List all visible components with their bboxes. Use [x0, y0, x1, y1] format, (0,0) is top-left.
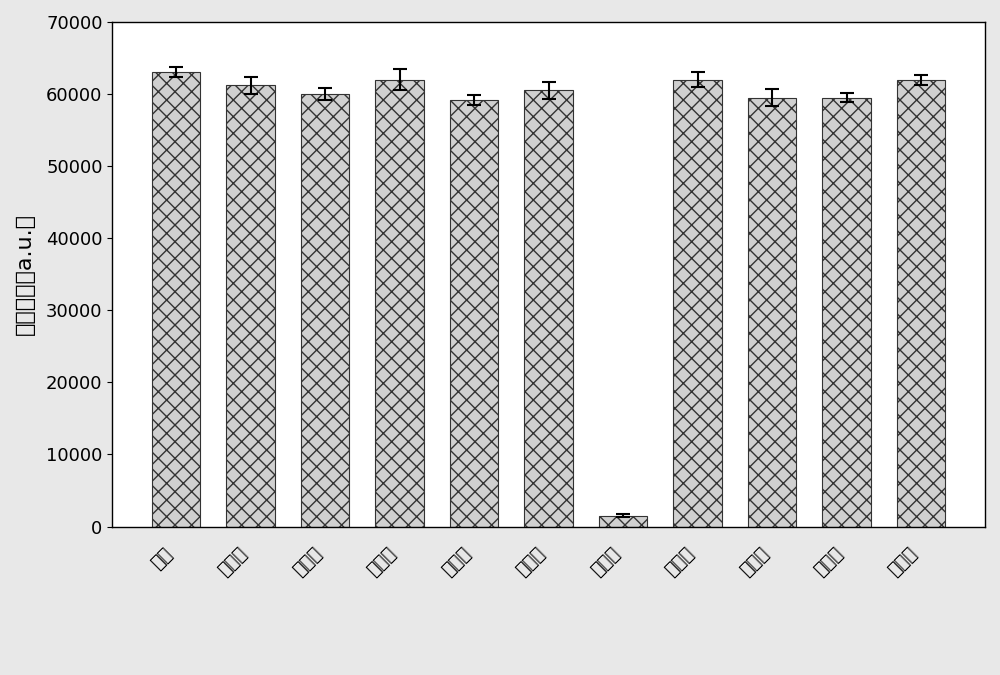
Text: 铁离子: 铁离子 [439, 545, 474, 580]
Bar [599, 516, 647, 526]
Bar [822, 98, 871, 526]
Text: 铜离子: 铜离子 [513, 545, 549, 580]
Bar [301, 94, 349, 526]
Text: 镉离子: 镉离子 [290, 545, 325, 580]
Bar [748, 98, 796, 526]
Y-axis label: 拉曼强度（a.u.）: 拉曼强度（a.u.） [15, 213, 35, 335]
Text: 镍离子: 镍离子 [737, 545, 772, 580]
Text: 汞离子: 汞离子 [588, 545, 623, 580]
Text: 钙离子: 钙离子 [215, 545, 251, 580]
Bar [152, 72, 200, 526]
Text: 铅离子: 铅离子 [811, 545, 847, 580]
Bar [226, 86, 275, 526]
Bar [673, 80, 722, 526]
Text: 镁离子: 镁离子 [662, 545, 698, 580]
Text: 锌离子: 锌离子 [886, 545, 921, 580]
Bar [524, 90, 573, 526]
Bar [897, 80, 945, 526]
Text: 钴离子: 钴离子 [364, 545, 400, 580]
Bar [450, 100, 498, 526]
Bar [375, 80, 424, 526]
Text: 空白: 空白 [148, 545, 176, 572]
